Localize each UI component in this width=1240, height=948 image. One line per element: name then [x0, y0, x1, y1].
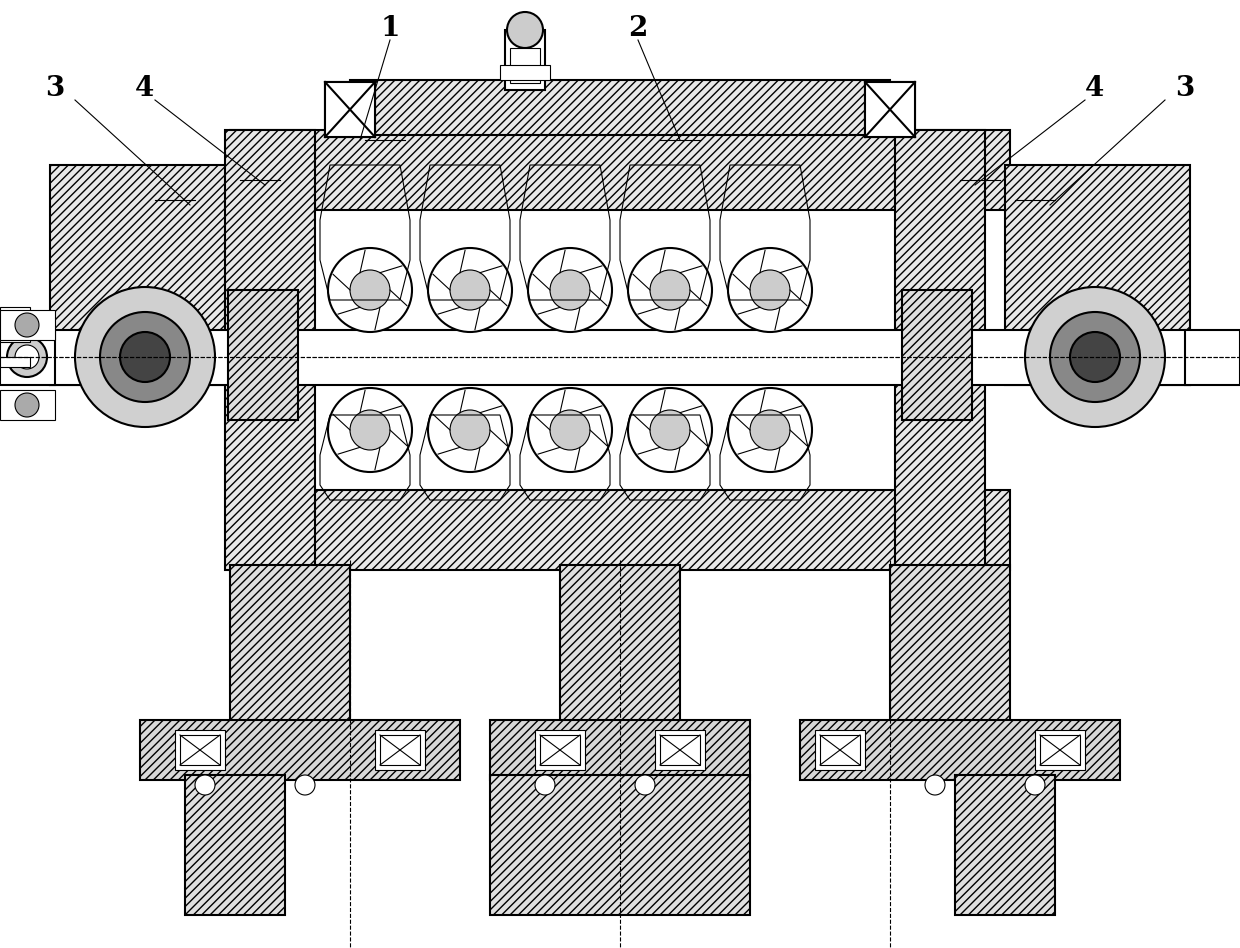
Bar [325, 82, 374, 137]
Circle shape [428, 388, 512, 472]
Circle shape [650, 270, 689, 310]
Circle shape [100, 312, 190, 402]
Circle shape [329, 248, 412, 332]
Bar [50, 330, 1190, 385]
Circle shape [15, 313, 38, 337]
Circle shape [1050, 312, 1140, 402]
Bar [560, 565, 680, 745]
Bar [1035, 730, 1085, 770]
Circle shape [1070, 332, 1120, 382]
Bar [374, 730, 425, 770]
Circle shape [450, 270, 490, 310]
Circle shape [507, 12, 543, 48]
Text: 4: 4 [135, 75, 155, 101]
Circle shape [295, 775, 315, 795]
Circle shape [750, 410, 790, 450]
Bar [50, 165, 236, 385]
Bar [140, 720, 460, 780]
Bar [229, 565, 350, 745]
Circle shape [627, 388, 712, 472]
Bar [655, 730, 706, 770]
Circle shape [195, 775, 215, 795]
Circle shape [551, 410, 590, 450]
Circle shape [728, 248, 812, 332]
Text: 2: 2 [629, 14, 647, 42]
Bar [0, 357, 30, 367]
Circle shape [428, 248, 512, 332]
Bar [224, 130, 315, 570]
Bar [505, 30, 546, 90]
Bar [1040, 735, 1080, 765]
Bar [0, 330, 55, 385]
Circle shape [1025, 287, 1166, 427]
Circle shape [7, 337, 47, 377]
Bar [0, 310, 55, 340]
Circle shape [528, 388, 613, 472]
Bar [185, 775, 285, 915]
Bar [800, 720, 1120, 780]
Circle shape [15, 345, 38, 369]
Circle shape [74, 287, 215, 427]
Bar [901, 290, 972, 420]
Bar [955, 775, 1055, 915]
Bar [379, 735, 420, 765]
Bar [500, 65, 551, 80]
Circle shape [528, 248, 613, 332]
Circle shape [635, 775, 655, 795]
Bar [815, 730, 866, 770]
Bar [0, 332, 30, 342]
Bar [895, 130, 985, 570]
Bar [175, 730, 224, 770]
Bar [866, 82, 915, 137]
Circle shape [120, 332, 170, 382]
Bar [350, 80, 890, 135]
Circle shape [534, 775, 556, 795]
Circle shape [350, 270, 391, 310]
Bar [0, 390, 55, 420]
Bar [890, 565, 1011, 745]
Circle shape [627, 248, 712, 332]
Bar [539, 735, 580, 765]
Circle shape [450, 410, 490, 450]
Bar [490, 720, 750, 780]
Bar [660, 735, 701, 765]
Bar [490, 775, 750, 915]
Bar [534, 730, 585, 770]
Circle shape [551, 270, 590, 310]
Text: 1: 1 [381, 14, 399, 42]
Text: 3: 3 [46, 75, 64, 101]
Bar [1004, 165, 1190, 385]
Bar [820, 735, 861, 765]
Circle shape [350, 410, 391, 450]
Circle shape [1025, 775, 1045, 795]
Bar [866, 82, 915, 137]
Bar [510, 48, 539, 83]
Circle shape [329, 388, 412, 472]
Bar [228, 290, 298, 420]
Circle shape [925, 775, 945, 795]
Text: 4: 4 [1085, 75, 1105, 101]
Bar [180, 735, 219, 765]
Bar [229, 490, 1011, 570]
Bar [229, 130, 1011, 210]
Bar [0, 307, 30, 317]
Text: 3: 3 [1176, 75, 1194, 101]
Circle shape [15, 393, 38, 417]
Circle shape [728, 388, 812, 472]
Circle shape [750, 270, 790, 310]
Bar [325, 82, 374, 137]
Bar [1185, 330, 1240, 385]
Circle shape [650, 410, 689, 450]
